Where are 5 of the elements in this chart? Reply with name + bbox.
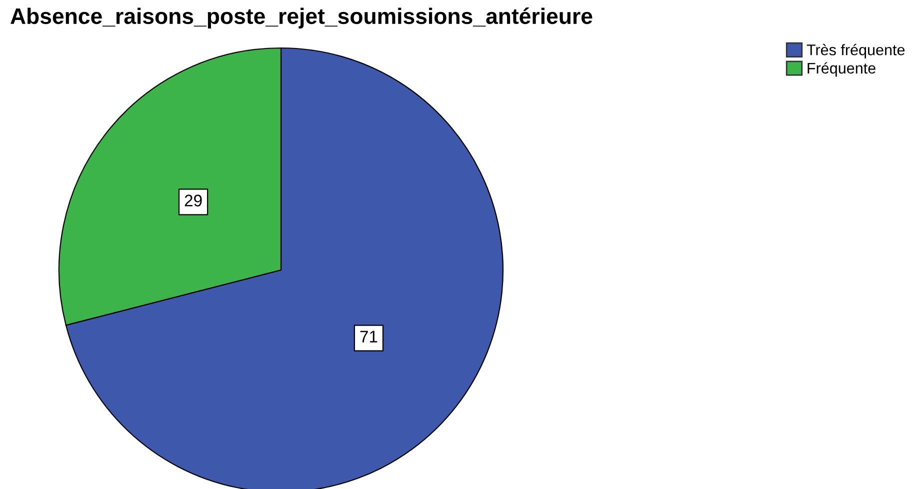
chart-title: Absence_raisons_poste_rejet_soumissions_antérieure — [10, 8, 592, 28]
legend-label: Très fréquente — [806, 44, 905, 58]
legend-label: Fréquente — [808, 62, 876, 77]
data-label: 71 — [360, 330, 378, 342]
data-label: 29 — [184, 194, 202, 206]
